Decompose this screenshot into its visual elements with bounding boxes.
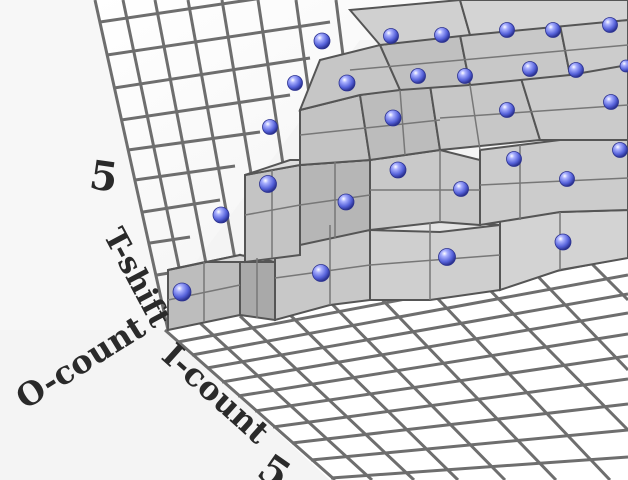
sphere <box>612 142 628 158</box>
right-depth-axis-tick: 5 <box>249 445 299 480</box>
sphere <box>506 151 522 167</box>
sphere <box>337 193 355 211</box>
sphere-markers <box>172 17 628 302</box>
sphere <box>287 75 303 91</box>
sphere <box>602 17 618 33</box>
sphere <box>603 94 619 110</box>
back-wall <box>95 0 628 330</box>
sphere <box>568 62 584 78</box>
sphere <box>410 68 426 84</box>
vertical-axis-tick: 5 <box>87 151 121 201</box>
sphere <box>338 74 356 92</box>
sphere <box>619 59 628 73</box>
sphere <box>434 27 450 43</box>
sphere <box>384 109 402 127</box>
sphere <box>212 206 230 224</box>
sphere <box>457 68 473 84</box>
sphere <box>259 175 277 193</box>
floor <box>165 240 628 480</box>
sphere <box>389 161 407 179</box>
sphere <box>554 233 572 251</box>
sphere <box>262 119 278 135</box>
sphere <box>313 32 331 50</box>
sphere <box>172 282 192 302</box>
sphere <box>499 102 515 118</box>
cube-face-grid <box>167 44 628 322</box>
sphere <box>312 264 330 282</box>
sphere <box>522 61 538 77</box>
sphere <box>438 248 456 266</box>
sphere <box>383 28 399 44</box>
sphere <box>453 181 469 197</box>
sphere <box>545 22 561 38</box>
sphere <box>499 22 515 38</box>
sphere <box>559 171 575 187</box>
back-wall-grid <box>93 0 370 331</box>
